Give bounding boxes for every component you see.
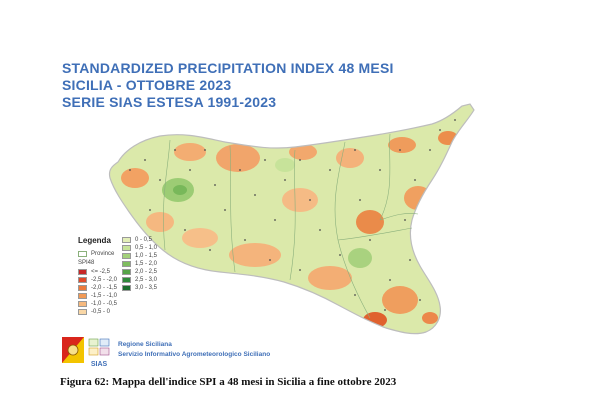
legend-province-label: Province [91,251,115,257]
legend-class-label: <= -2,5 [91,269,111,275]
spi-zone [438,131,458,145]
spi-zone [289,144,317,160]
spi-zone [146,212,174,232]
spi-zone [382,286,418,314]
organization-name: Regione Siciliana Servizio Informativo A… [118,340,270,360]
province-swatch [78,251,87,257]
legend-class-row: -1,5 - -1,0 [78,292,117,300]
legend-class-row: 3,0 - 3,5 [122,284,157,292]
legend-color-swatch [78,309,87,315]
spi-zone [182,228,218,248]
legend-class-row: -2,0 - -1,5 [78,284,117,292]
spi-zone [404,186,432,210]
legend-color-swatch [122,261,131,267]
province-boundaries [163,133,419,319]
legend-spi-label: SPI48 [78,260,95,266]
spi-zone [356,210,384,234]
legend-color-swatch [78,293,87,299]
map-title: STANDARDIZED PRECIPITATION INDEX 48 MESI… [62,60,394,111]
legend-color-swatch [122,277,131,283]
legend-class-row: 0 - 0,5 [122,236,152,244]
legend-class-label: 1,5 - 2,0 [135,261,158,267]
spi-zone [275,158,295,172]
spi-zone [388,137,416,153]
spi-zone [216,144,260,172]
map-legend: Legenda Province SPI48 <= -2,5 -2,5 - -2,… [78,236,157,315]
sias-logo-text: SIAS [90,361,108,368]
title-line-3: SERIE SIAS ESTESA 1991-2023 [62,94,277,110]
sias-logo: SIAS [88,338,110,368]
legend-color-swatch [78,277,87,283]
legend-color-swatch [78,269,87,275]
legend-class-row: 2,0 - 2,5 [122,268,157,276]
regione-siciliana-logo [62,337,84,363]
legend-spi-label-row: SPI48 [78,259,94,267]
legend-color-swatch [122,285,131,291]
legend-province: Province [78,250,114,258]
legend-class-row: -0,5 - 0 [78,308,110,316]
legend-color-swatch [78,301,87,307]
legend-class-label: -2,5 - -2,0 [91,277,118,283]
org-line-2: Servizio Informativo Agrometeorologico S… [118,351,271,358]
legend-class-row: -1,0 - -0,5 [78,300,117,308]
legend-class-label: -0,5 - 0 [91,309,111,315]
legend-class-row: 2,5 - 3,0 [122,276,157,284]
spi-zone [121,168,149,188]
spi-zone [174,143,206,161]
legend-class-row: 1,0 - 1,5 [122,252,157,260]
legend-class-label: -1,5 - -1,0 [91,293,118,299]
legend-class-label: 0,5 - 1,0 [135,245,158,251]
title-line-1: STANDARDIZED PRECIPITATION INDEX 48 MESI [62,60,394,76]
legend-class-label: -1,0 - -0,5 [91,301,118,307]
spi-zone [229,243,281,267]
spi-zone [173,185,187,195]
island-outline [108,103,475,335]
figure-caption: Figura 62: Mappa dell'indice SPI a 48 me… [60,376,397,388]
legend-class-label: 0 - 0,5 [135,237,153,243]
legend-color-swatch [78,285,87,291]
spi-zone [420,236,440,264]
spi-zone [422,312,438,324]
title-line-2: SICILIA - OTTOBRE 2023 [62,77,232,93]
spi-zone [348,248,372,268]
legend-class-label: 1,0 - 1,5 [135,253,158,259]
legend-class-row: 0,5 - 1,0 [122,244,157,252]
legend-color-swatch [122,245,131,251]
legend-class-row: 1,5 - 2,0 [122,260,157,268]
legend-class-label: 3,0 - 3,5 [135,285,158,291]
station-points [129,119,456,311]
legend-color-swatch [122,237,131,243]
spi-zone [282,188,318,212]
legend-class-label: -2,0 - -1,5 [91,285,118,291]
legend-class-row: -2,5 - -2,0 [78,276,117,284]
legend-class-label: 2,0 - 2,5 [135,269,158,275]
spi-zone [308,266,352,290]
legend-color-swatch [122,253,131,259]
org-line-1: Regione Siciliana [118,341,172,348]
legend-class-row: <= -2,5 [78,268,110,276]
legend-class-label: 2,5 - 3,0 [135,277,158,283]
legend-color-swatch [122,269,131,275]
legend-title: Legenda [78,236,111,245]
